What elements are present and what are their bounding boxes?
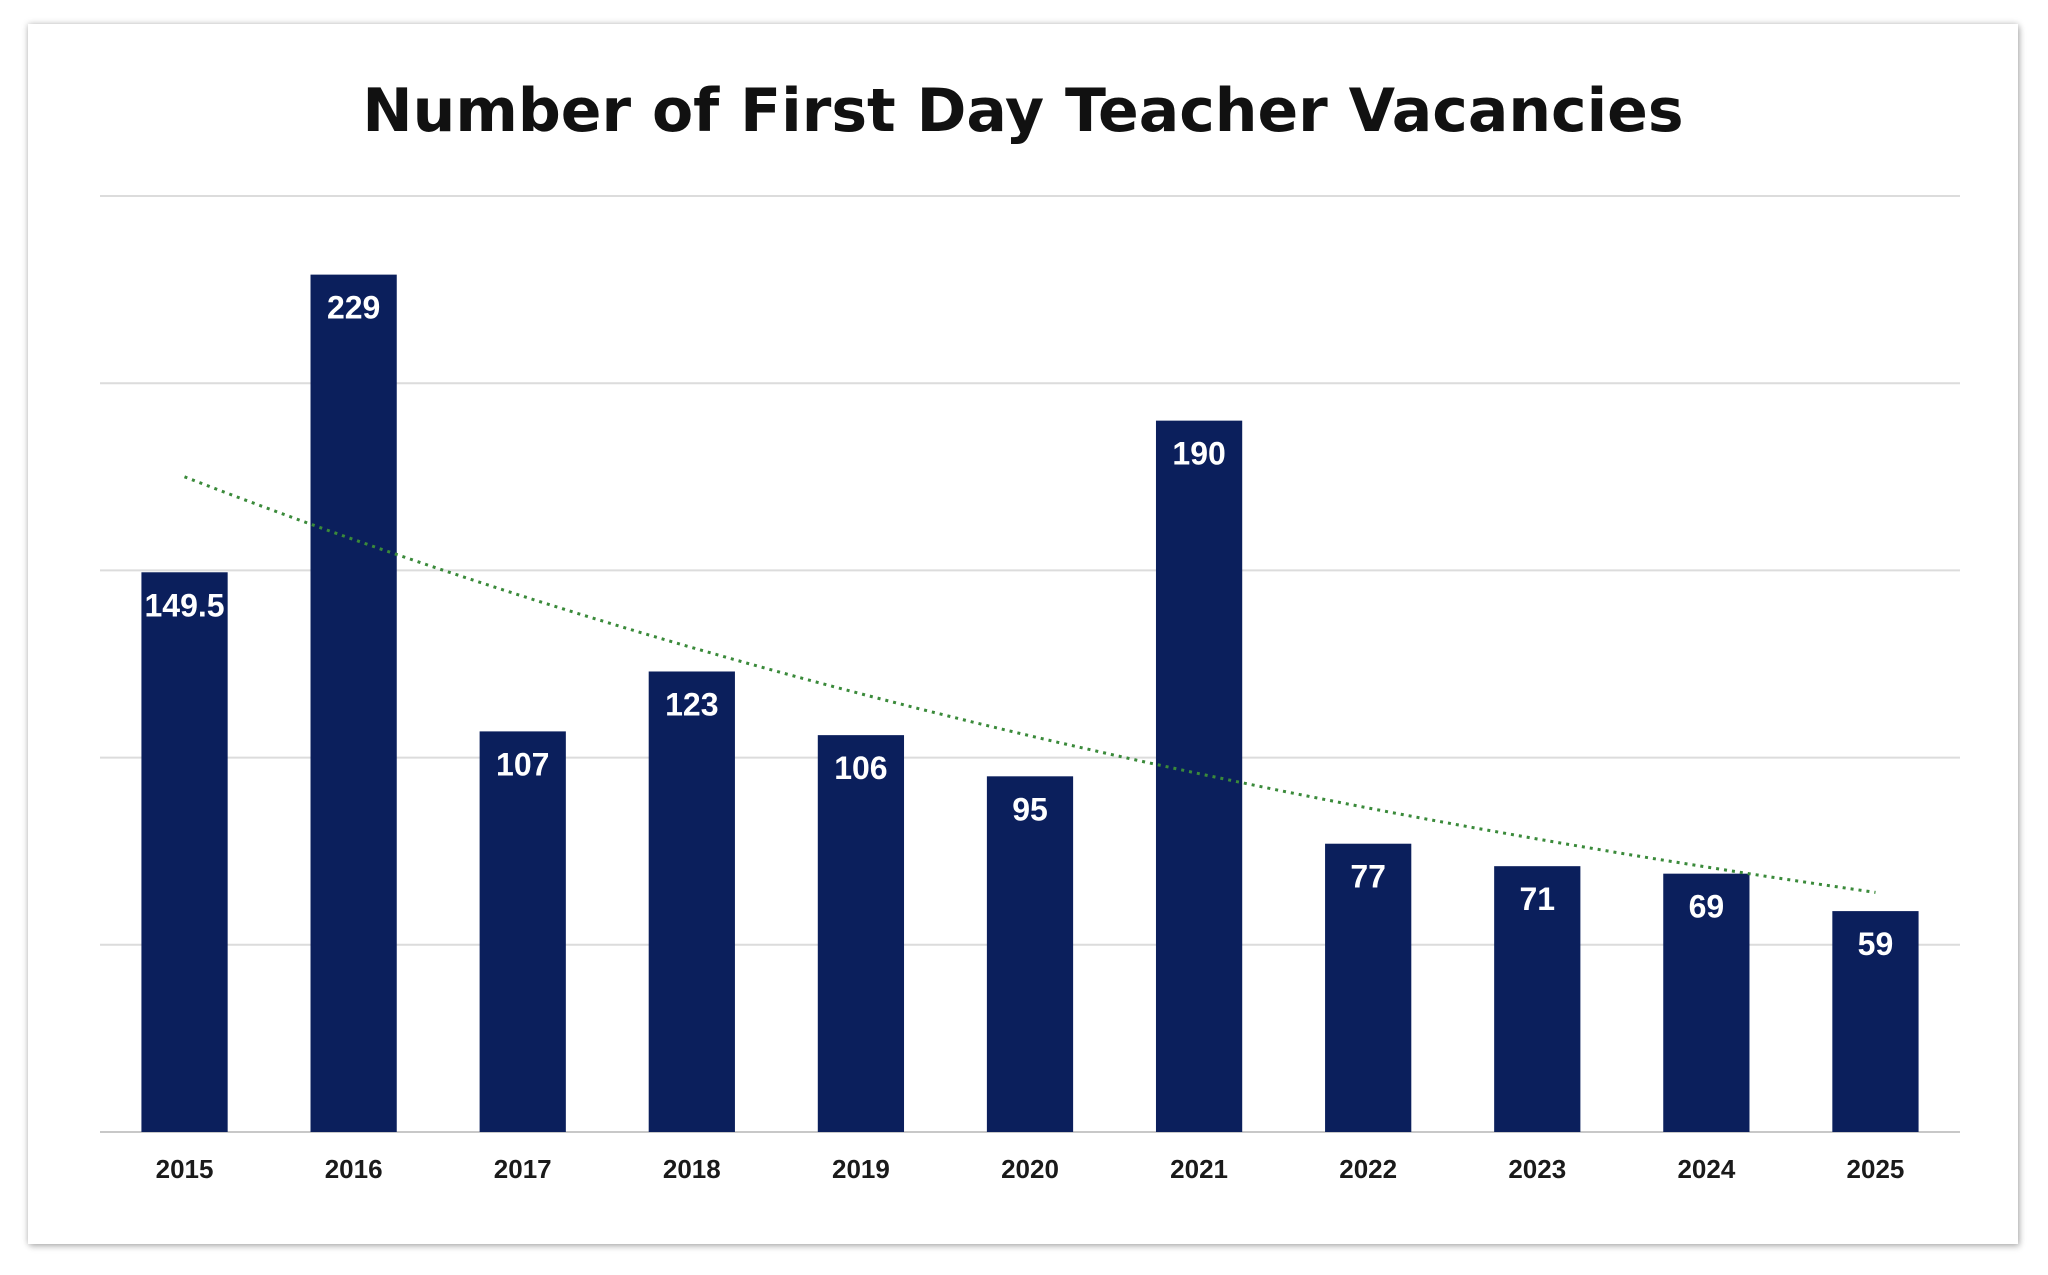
data-label-2025: 59	[1858, 926, 1894, 962]
data-label-2024: 69	[1689, 889, 1725, 925]
data-label-2018: 123	[665, 686, 718, 722]
bar-2024	[1663, 873, 1750, 1132]
data-label-2016: 229	[327, 290, 380, 326]
data-label-2022: 77	[1350, 859, 1386, 895]
bar-2017	[479, 731, 566, 1132]
x-tick-label-2023: 2023	[1508, 1154, 1566, 1184]
x-tick-label-2017: 2017	[494, 1154, 552, 1184]
bar-2015	[141, 572, 228, 1132]
data-label-2021: 190	[1172, 436, 1225, 472]
x-tick-label-2018: 2018	[663, 1154, 721, 1184]
x-tick-label-2022: 2022	[1339, 1154, 1397, 1184]
bar-2022	[1325, 843, 1412, 1132]
data-label-2017: 107	[496, 746, 549, 782]
bar-2023	[1494, 866, 1581, 1132]
chart-card: Number of First Day Teacher Vacancies 14…	[28, 24, 2018, 1244]
data-label-2015: 149.5	[145, 587, 225, 623]
bar-2025	[1832, 911, 1919, 1132]
x-tick-label-2019: 2019	[832, 1154, 890, 1184]
x-tick-label-2024: 2024	[1677, 1154, 1735, 1184]
bar-2021	[1155, 420, 1243, 1132]
x-tick-label-2021: 2021	[1170, 1154, 1228, 1184]
x-tick-label-2020: 2020	[1001, 1154, 1059, 1184]
data-label-2020: 95	[1012, 791, 1048, 827]
bar-2016	[310, 274, 397, 1132]
bar-2018	[648, 671, 735, 1132]
bar-2019	[817, 735, 905, 1132]
bar-2020	[986, 776, 1074, 1132]
bar-chart: 149.5 2015 229 2016 107 2017 123 2018 106 2019 95 2…	[100, 195, 1960, 1184]
x-tick-label-2015: 2015	[156, 1154, 214, 1184]
chart-title: Number of First Day Teacher Vacancies	[362, 76, 1684, 146]
data-label-2019: 106	[834, 750, 887, 786]
data-label-2023: 71	[1519, 881, 1555, 917]
x-tick-label-2016: 2016	[325, 1154, 383, 1184]
x-tick-label-2025: 2025	[1847, 1154, 1905, 1184]
